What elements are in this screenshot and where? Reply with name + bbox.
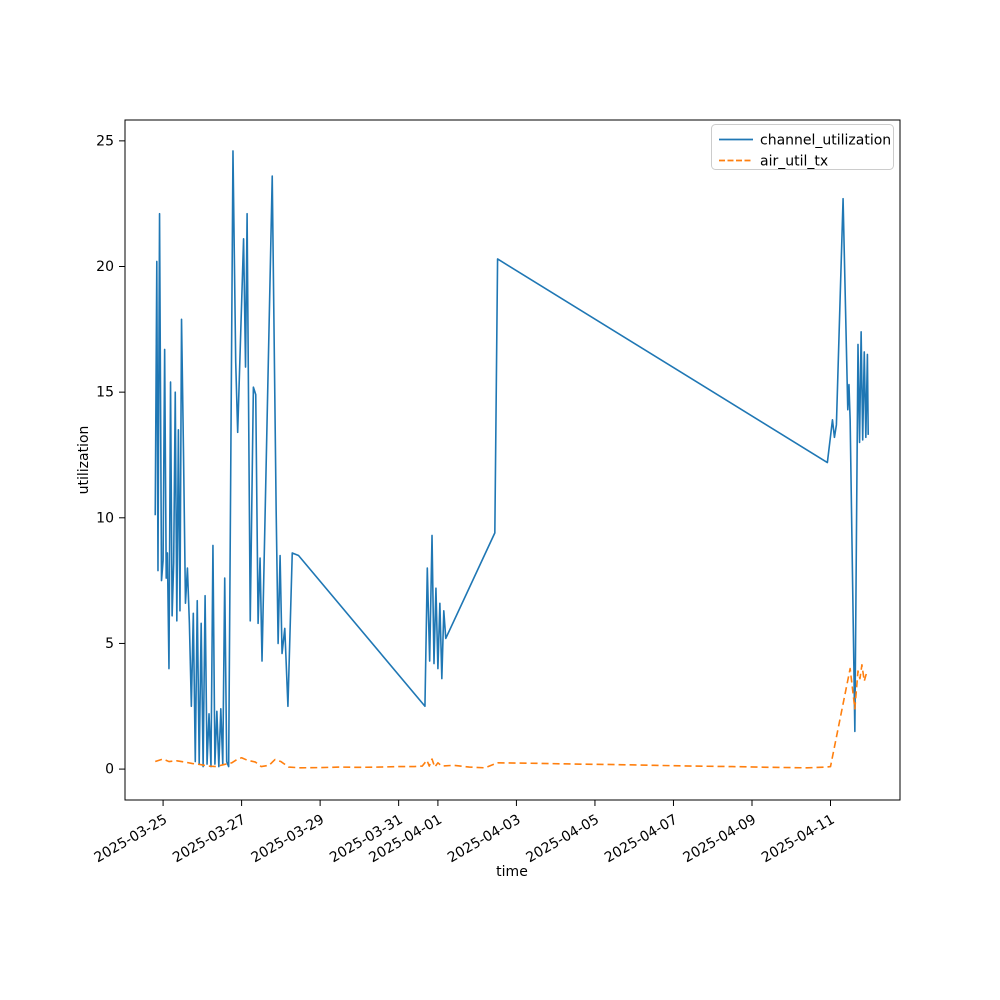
series-line-channel-utilization [154, 150, 869, 768]
y-tick-label: 10 [96, 510, 114, 526]
legend-label-air-util-tx: air_util_tx [760, 154, 828, 170]
plot-area [124, 119, 901, 801]
y-tick-label: 15 [96, 385, 114, 401]
y-tick-label: 20 [96, 259, 114, 275]
y-axis-ticks: 0 5 10 15 20 25 [96, 133, 125, 778]
data-series [154, 150, 869, 769]
x-axis-label: time [496, 864, 528, 880]
y-tick-label: 5 [105, 636, 114, 652]
legend: channel_utilization air_util_tx [711, 124, 894, 170]
y-axis-label: utilization [76, 426, 92, 495]
legend-label-channel-utilization: channel_utilization [760, 133, 891, 149]
series-line-air-util-tx [154, 663, 868, 769]
legend-box [711, 124, 894, 170]
y-tick-label: 25 [96, 133, 114, 149]
y-tick-label: 0 [105, 762, 114, 778]
